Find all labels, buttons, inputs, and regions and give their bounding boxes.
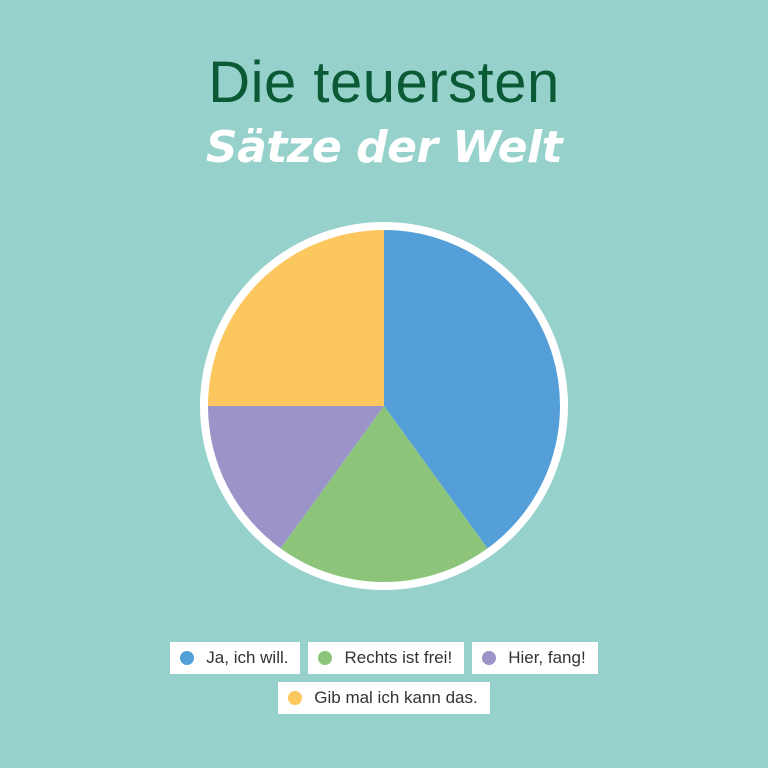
- legend-swatch-hier-fang: [482, 651, 497, 665]
- pie-slice-ja-ich-will: [384, 230, 561, 549]
- legend-item-gib-mal: Gib mal ich kann das.: [278, 682, 490, 714]
- legend-label-ja-ich-will: Ja, ich will.: [206, 648, 289, 667]
- legend-swatch-rechts-ist-frei: [318, 651, 333, 665]
- legend-swatch-ja-ich-will: [180, 651, 195, 665]
- pie-slices: [208, 230, 561, 583]
- legend-swatch-gib-mal: [288, 691, 303, 705]
- legend-label-hier-fang: Hier, fang!: [508, 648, 586, 667]
- legend-item-rechts-ist-frei: Rechts ist frei!: [308, 642, 465, 674]
- legend-item-hier-fang: Hier, fang!: [472, 642, 598, 674]
- legend-item-ja-ich-will: Ja, ich will.: [170, 642, 301, 674]
- chart-title-line1: Die teuersten: [208, 50, 560, 115]
- legend-label-rechts-ist-frei: Rechts ist frei!: [344, 648, 453, 667]
- legend-label-gib-mal: Gib mal ich kann das.: [314, 688, 478, 707]
- chart-title-line2: Sätze der Welt: [205, 122, 563, 173]
- legend-row-2: Gib mal ich kann das.: [0, 682, 768, 714]
- legend-row-1: Ja, ich will. Rechts ist frei! Hier, fan…: [0, 642, 768, 674]
- pie-slice-rechts-ist-frei: [280, 406, 488, 583]
- pie-slice-gib-mal-ich-kann-das: [208, 230, 384, 406]
- pie-slice-hier-fang: [208, 406, 384, 549]
